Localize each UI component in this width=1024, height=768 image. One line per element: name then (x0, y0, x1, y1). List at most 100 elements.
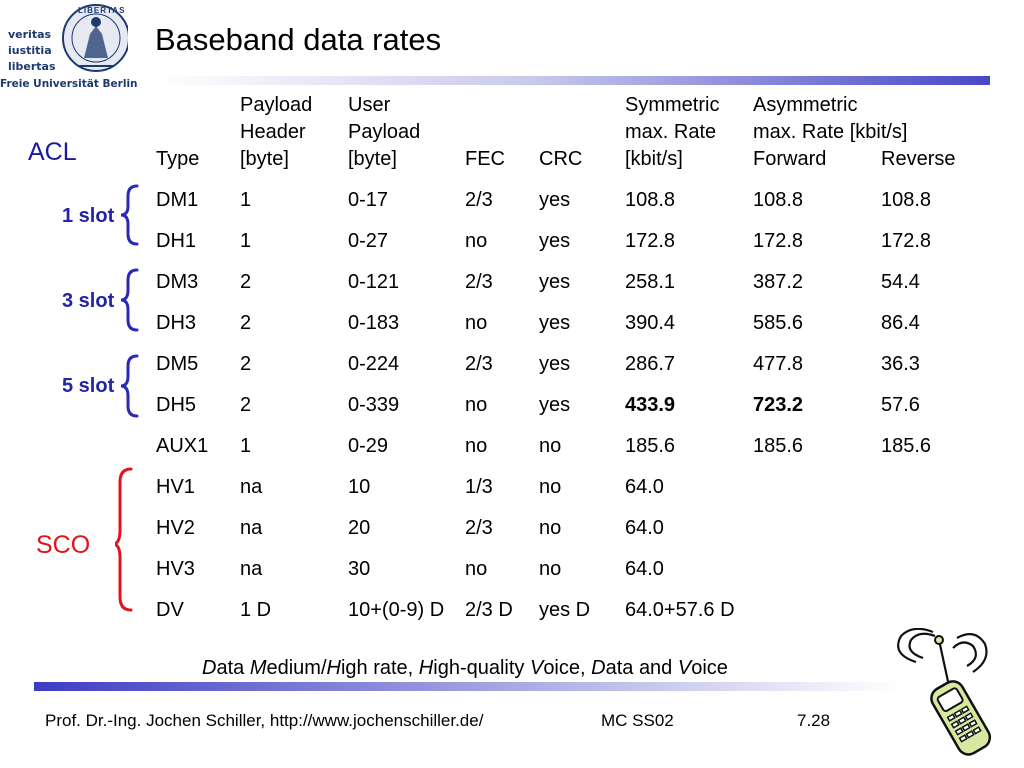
sco-label: SCO (36, 531, 91, 559)
footer-page-number: 7.28 (797, 711, 831, 730)
cell-type: HV2 (156, 517, 195, 539)
cell-payload: 0-17 (348, 189, 389, 211)
cell-payload: 20 (348, 517, 371, 539)
cell-rev: 57.6 (881, 394, 920, 416)
group-braces (115, 184, 139, 612)
footer-rule (34, 682, 900, 691)
cell-type: DH1 (156, 230, 197, 252)
group-label-5-slot: 5 slot (62, 375, 115, 397)
acronym-text: oice, (543, 657, 592, 679)
cell-rev: 185.6 (881, 435, 932, 457)
cell-header: 1 (240, 189, 252, 211)
cell-fwd: 585.6 (753, 312, 804, 334)
cell-crc: no (539, 435, 562, 457)
acronym-letter: H (418, 657, 434, 679)
cell-header: 2 (240, 271, 252, 293)
cell-payload: 10+(0-9) D (348, 599, 445, 621)
cell-header: 2 (240, 353, 252, 375)
cell-crc: no (539, 558, 562, 580)
acronym-letter: D (202, 657, 217, 679)
cell-sym: 185.6 (625, 435, 676, 457)
cell-crc: yes (539, 230, 571, 252)
cell-header: na (240, 476, 263, 498)
acronym-text: oice (691, 657, 728, 679)
cell-type: DV (156, 599, 184, 621)
cell-type: DH5 (156, 394, 197, 416)
cell-type: DH3 (156, 312, 197, 334)
slide-title: Baseband data rates (155, 22, 442, 57)
brace-1-slot (120, 184, 139, 246)
cell-fec: 2/3 D (465, 599, 513, 621)
cell-crc: yes D (539, 599, 591, 621)
cell-fwd: 387.2 (753, 271, 804, 293)
university-seal-icon (60, 0, 128, 80)
group-label-1-slot: 1 slot (62, 205, 115, 227)
cell-sym: 433.9 (625, 394, 676, 416)
cell-rev: 54.4 (881, 271, 920, 293)
cell-payload: 0-339 (348, 394, 400, 416)
header-symmetric: Symmetric max. Rate [kbit/s] (625, 94, 720, 170)
cell-sym: 64.0 (625, 558, 664, 580)
acronym-letter: H (326, 657, 341, 679)
cell-header: 2 (240, 394, 252, 416)
acronym-text: igh rate, (340, 657, 419, 679)
cell-fec: no (465, 435, 488, 457)
footer-course: MC SS02 (601, 711, 674, 730)
cell-fec: 2/3 (465, 353, 493, 375)
logo-word-1: veritas (8, 28, 52, 41)
brace-5-slot (120, 354, 139, 418)
cell-crc: yes (539, 189, 571, 211)
acronym-letter: V (529, 657, 544, 679)
cell-payload: 10 (348, 476, 371, 498)
cell-rev: 86.4 (881, 312, 920, 334)
header-fec: FEC (465, 148, 505, 170)
cell-header: 2 (240, 312, 252, 334)
university-name: Freie Universität Berlin (0, 78, 138, 90)
cell-fec: no (465, 558, 488, 580)
cell-payload: 0-27 (348, 230, 389, 252)
header-type: Type (156, 148, 200, 170)
cell-type: DM5 (156, 353, 199, 375)
cell-fwd: 477.8 (753, 353, 804, 375)
cell-rev: 172.8 (881, 230, 932, 252)
cell-fwd: 172.8 (753, 230, 804, 252)
cell-header: 1 (240, 435, 252, 457)
acl-label: ACL (28, 138, 77, 166)
header-user-payload: User Payload [byte] (348, 94, 421, 170)
cell-payload: 30 (348, 558, 371, 580)
cell-crc: yes (539, 271, 571, 293)
cell-crc: yes (539, 394, 571, 416)
cell-fec: no (465, 312, 488, 334)
acronym-letter: V (677, 657, 692, 679)
cell-sym: 258.1 (625, 271, 676, 293)
header-crc: CRC (539, 148, 583, 170)
group-label-3-slot: 3 slot (62, 290, 115, 312)
header-asymmetric: Asymmetric max. Rate [kbit/s] (753, 94, 908, 143)
cell-sym: 172.8 (625, 230, 676, 252)
cell-header: na (240, 517, 263, 539)
cell-sym: 64.0 (625, 476, 664, 498)
cell-payload: 0-29 (348, 435, 389, 457)
cell-crc: yes (539, 353, 571, 375)
cell-type: AUX1 (156, 435, 209, 457)
header-reverse: Reverse (881, 148, 956, 170)
cell-sym: 64.0 (625, 517, 664, 539)
cell-rev: 108.8 (881, 189, 932, 211)
acronym-text: edium/ (266, 657, 327, 679)
seal-text: LIBERTAS (78, 6, 126, 15)
header-forward: Forward (753, 148, 827, 170)
brace-3-slot (120, 268, 139, 332)
cell-fec: 2/3 (465, 271, 493, 293)
cell-fwd: 108.8 (753, 189, 804, 211)
cell-type: DM1 (156, 189, 199, 211)
title-rule (155, 76, 990, 85)
cell-crc: no (539, 517, 562, 539)
header-payload-header: Payload Header [byte] (240, 94, 313, 170)
cell-fec: 2/3 (465, 189, 493, 211)
cell-fec: 1/3 (465, 476, 493, 498)
cell-fec: no (465, 230, 488, 252)
logo-word-3: libertas (8, 60, 56, 73)
cell-type: DM3 (156, 271, 199, 293)
acronym-letter: M (249, 657, 267, 679)
acronym-legend: Data Medium/High rate, High-quality Voic… (202, 657, 728, 680)
